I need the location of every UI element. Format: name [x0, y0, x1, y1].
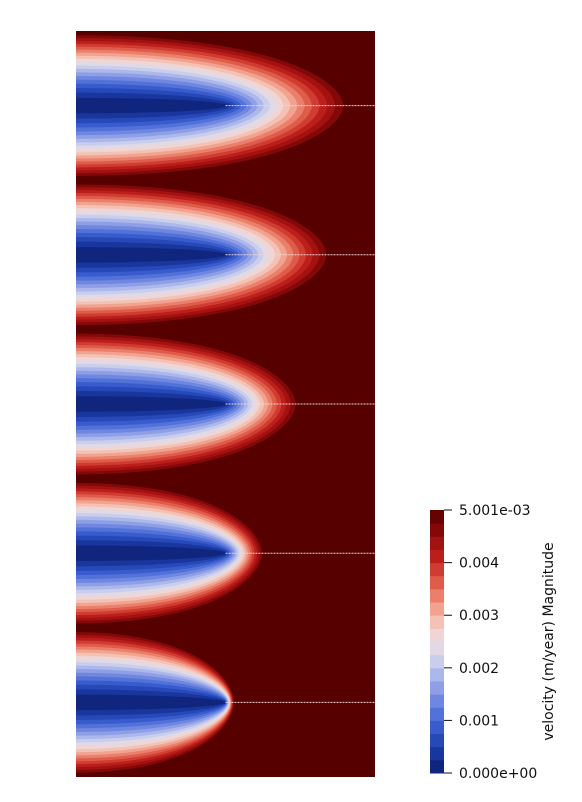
- velocity-plume: [76, 333, 375, 475]
- colorbar-tick-label: 0.002: [459, 661, 499, 677]
- colorbar-band: [430, 759, 444, 774]
- colorbar-band: [430, 523, 444, 537]
- colorbar-tick-label: 0.004: [459, 556, 499, 572]
- velocity-plume: [76, 35, 375, 176]
- colorbar-band: [430, 746, 444, 761]
- contour-band: [76, 545, 227, 561]
- colorbar-min-label: 0.000e+00: [459, 766, 537, 782]
- colorbar-band: [430, 707, 444, 721]
- colorbar-band: [430, 654, 444, 669]
- velocity-field-plumes: [76, 35, 375, 773]
- colorbar-band: [430, 680, 444, 695]
- colorbar-tick-label: 0.001: [459, 713, 499, 729]
- colorbar: [430, 510, 444, 774]
- colorbar-band: [430, 602, 444, 616]
- colorbar-band: [430, 562, 444, 577]
- contour-band: [76, 396, 228, 412]
- colorbar-max-label: 5.001e-03: [459, 503, 531, 519]
- colorbar-band: [430, 641, 444, 656]
- colorbar-tick-label: 0.003: [459, 608, 499, 624]
- velocity-plume: [76, 632, 375, 773]
- colorbar-band: [430, 536, 444, 550]
- colorbar-title: velocity (m/year) Magnitude: [541, 542, 557, 740]
- contour-band: [76, 97, 229, 114]
- colorbar-band: [430, 615, 444, 629]
- colorbar-band: [430, 549, 444, 564]
- colorbar-band: [430, 588, 444, 603]
- colorbar-band: [430, 694, 444, 708]
- contour-band: [76, 694, 226, 711]
- velocity-plume: [76, 482, 375, 624]
- colorbar-band: [430, 733, 444, 748]
- colorbar-band: [430, 510, 444, 524]
- velocity-plume: [76, 184, 375, 326]
- colorbar-band: [430, 628, 444, 642]
- colorbar-band: [430, 575, 444, 590]
- colorbar-band: [430, 720, 444, 735]
- colorbar-band: [430, 667, 444, 682]
- contour-band: [76, 247, 228, 263]
- colorbar-ticks: 0.001 0.002 0.003 0.004: [444, 509, 499, 774]
